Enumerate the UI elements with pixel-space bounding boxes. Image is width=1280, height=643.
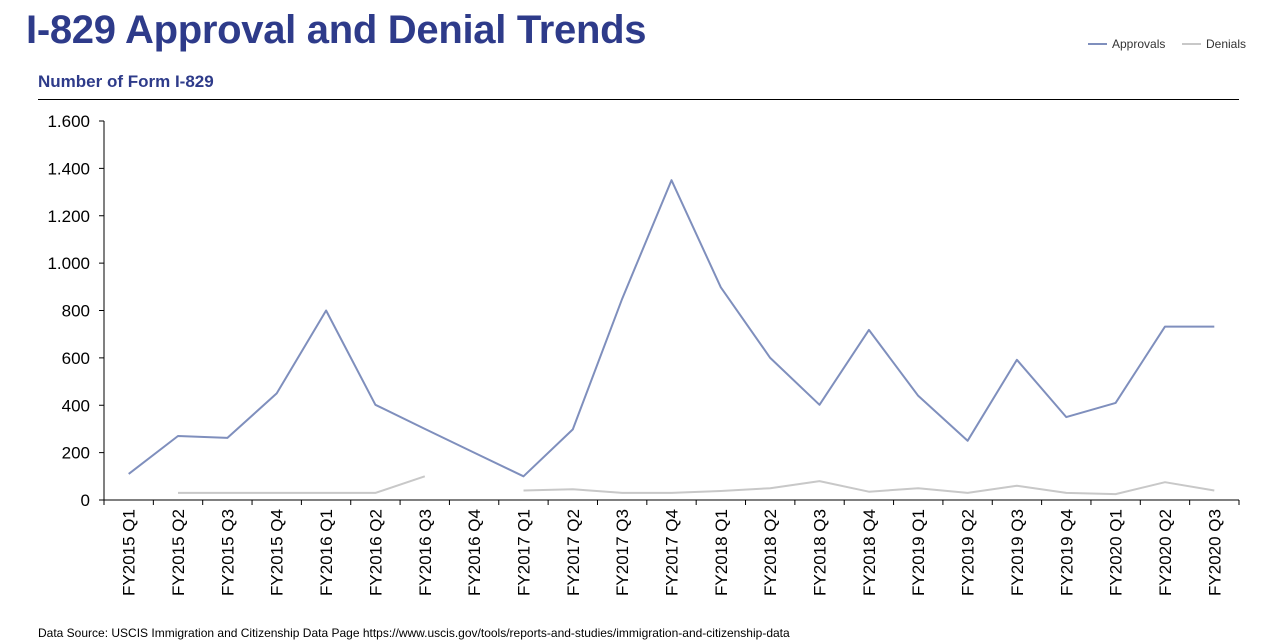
x-tick-label: FY2016 Q1 (317, 509, 336, 596)
x-tick-label: FY2018 Q1 (712, 509, 731, 596)
y-tick-label: 1.400 (47, 159, 90, 178)
y-tick-label: 200 (62, 444, 90, 463)
x-tick-label: FY2020 Q3 (1205, 509, 1224, 596)
x-tick-label: FY2015 Q4 (268, 509, 287, 596)
x-tick-label: FY2020 Q2 (1156, 509, 1175, 596)
legend-swatch-approvals (1088, 43, 1107, 45)
x-tick-label: FY2019 Q4 (1057, 509, 1076, 596)
legend-label-denials: Denials (1206, 37, 1247, 51)
y-tick-label: 400 (62, 396, 90, 415)
x-tick-label: FY2018 Q3 (811, 509, 830, 596)
legend-label-approvals: Approvals (1112, 37, 1166, 51)
series-line-approvals (128, 179, 1215, 478)
x-tick-label: FY2016 Q2 (366, 509, 385, 596)
chart-title: I-829 Approval and Denial Trends (26, 8, 647, 52)
data-source-note: Data Source: USCIS Immigration and Citiz… (38, 626, 790, 640)
x-tick-label: FY2016 Q4 (465, 509, 484, 596)
x-tick-label: FY2015 Q1 (120, 509, 139, 596)
x-tick-label: FY2019 Q2 (959, 509, 978, 596)
y-tick-label: 1.600 (47, 112, 90, 131)
x-tick-label: FY2019 Q1 (909, 509, 928, 596)
y-tick-label: 1.000 (47, 254, 90, 273)
x-tick-label: FY2017 Q3 (613, 509, 632, 596)
subtitle-divider (38, 99, 1239, 100)
series-line-denials (178, 475, 426, 494)
x-tick-label: FY2015 Q3 (218, 509, 237, 596)
x-tick-label: FY2019 Q3 (1008, 509, 1027, 596)
x-tick-label: FY2018 Q2 (761, 509, 780, 596)
legend-item-approvals: Approvals (1088, 36, 1165, 52)
y-tick-label: 800 (62, 302, 90, 321)
x-tick-label: FY2020 Q1 (1107, 509, 1126, 596)
y-tick-label: 600 (62, 349, 90, 368)
chart-subtitle: Number of Form I-829 (38, 72, 214, 91)
series-line-denials (523, 480, 1215, 496)
y-tick-label: 0 (81, 491, 90, 510)
legend-item-denials: Denials (1182, 36, 1246, 52)
x-tick-label: FY2016 Q3 (416, 509, 435, 596)
chart-legend: Approvals Denials (1088, 36, 1268, 52)
x-tick-label: FY2017 Q1 (514, 509, 533, 596)
legend-swatch-denials (1182, 43, 1201, 45)
x-tick-label: FY2017 Q4 (663, 509, 682, 596)
y-tick-label: 1.200 (47, 207, 90, 226)
x-tick-label: FY2017 Q2 (564, 509, 583, 596)
x-tick-label: FY2018 Q4 (860, 509, 879, 596)
x-tick-label: FY2015 Q2 (169, 509, 188, 596)
